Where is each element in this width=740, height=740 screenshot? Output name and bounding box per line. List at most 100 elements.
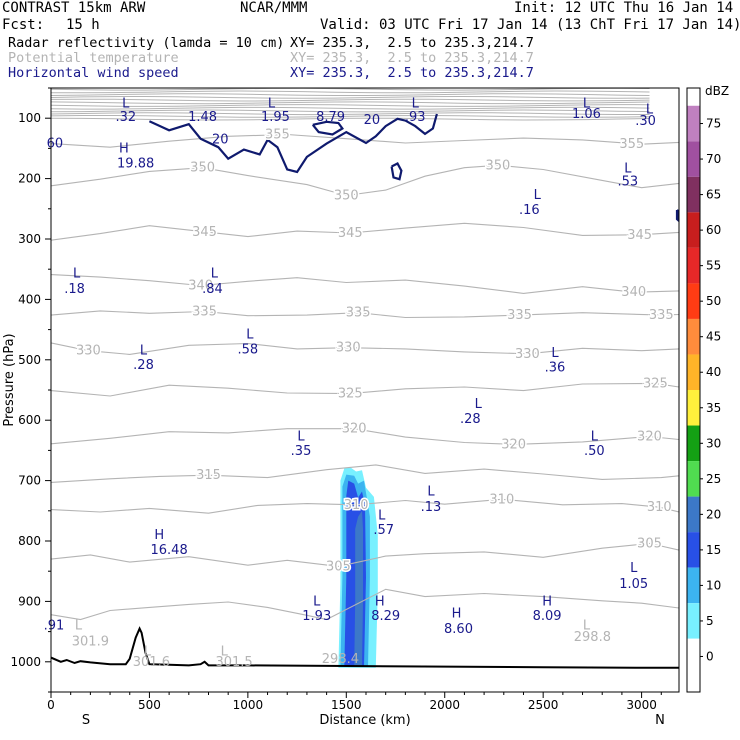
y-tick-label: 1000 (10, 655, 41, 669)
wind-extremum-label: .32 (115, 110, 136, 125)
colorbar-label: 5 (706, 614, 714, 628)
wind-edge-label: 60 (47, 137, 64, 152)
theta-contour-upper (51, 101, 650, 105)
wind-extremum-label: 1.05 (619, 577, 648, 592)
theta-label: 325 (338, 387, 363, 402)
theta-label: 305 (637, 536, 662, 551)
theta-label: 355 (265, 128, 290, 143)
theta-contour-345 (51, 222, 679, 241)
theta-contour-upper (51, 95, 650, 99)
theta-contour-upper (51, 109, 650, 113)
colorbar-label: 50 (706, 294, 721, 308)
wind-extremum-label: 19.88 (117, 157, 154, 172)
wind-contour-20 (675, 209, 679, 223)
theta-contour-355 (51, 133, 679, 148)
theta-extremum-label: 301.6 (133, 655, 170, 670)
reflectivity-area-20dbz (354, 510, 363, 667)
wind-extremum-label: H (542, 594, 552, 609)
wind-extremum-label: L (378, 509, 386, 524)
organization-label: NCAR/MMM (240, 0, 308, 16)
wind-extremum-label: L (630, 561, 638, 576)
theta-contour-upper (51, 104, 650, 107)
x-tick-label: 500 (138, 698, 161, 712)
wind-contour-20 (148, 113, 438, 174)
colorbar-swatch (687, 105, 700, 142)
theta-extremum-label: L (583, 619, 591, 634)
theta-label: 330 (76, 344, 101, 359)
colorbar-label: 35 (706, 401, 721, 415)
wind-extremum-label: H (154, 528, 164, 543)
y-tick-label: 800 (18, 534, 41, 548)
theta-label: 345 (627, 228, 652, 243)
wind-extremum-label: .50 (584, 444, 605, 459)
colorbar-swatch (687, 141, 700, 177)
wind-extremum-label: .53 (617, 175, 638, 190)
theta-label: 330 (515, 347, 540, 362)
theta-extremum-label: L (144, 645, 152, 660)
wind-extremum-label: L (591, 430, 599, 445)
wind-extremum-label: L (122, 97, 130, 112)
wind-extremum-label: .35 (291, 444, 312, 459)
wind-extremum-label: H (375, 594, 385, 609)
wind-extremum-label: .13 (421, 500, 442, 515)
colorbar-swatch (687, 212, 700, 248)
theta-contour-305 (51, 542, 679, 567)
theta-contour-303 (51, 588, 679, 621)
colorbar-swatch (687, 318, 700, 355)
theta-label: 335 (649, 308, 674, 323)
wind-extremum-label: L (268, 97, 276, 112)
theta-label: 345 (338, 226, 363, 241)
wind-extremum-label: 1.95 (261, 110, 290, 125)
theta-label: 320 (501, 437, 526, 452)
wind-extremum-label: .84 (202, 282, 223, 297)
y-tick-label: 100 (18, 111, 41, 125)
theta-extremum-label: L (75, 619, 83, 634)
wind-extremum-label: 8.60 (444, 622, 473, 637)
colorbar-label: 30 (706, 436, 721, 450)
valid-time: Valid: 03 UTC Fri 17 Jan 14 (13 ChT Fri … (320, 17, 740, 33)
forecast-hour: 15 h (66, 17, 100, 33)
x-tick-label: 0 (47, 698, 55, 712)
wind-extremum-label: H (119, 141, 129, 156)
colorbar-swatch (687, 425, 700, 462)
wind-extremum-label: L (297, 430, 305, 445)
theta-label: 335 (507, 308, 532, 323)
theta-label: 310 (647, 500, 672, 515)
theta-extremum-label: 301.9 (72, 634, 109, 649)
field-name-wind: Horizontal wind speed (8, 65, 179, 81)
y-tick-label: 400 (18, 292, 41, 306)
colorbar-swatch (687, 176, 700, 213)
theta-extremum-label: 298.4 (322, 652, 359, 667)
theta-extremum-label: L (221, 645, 229, 660)
plot-area (51, 88, 679, 669)
wind-extremum-label: .28 (460, 412, 481, 427)
colorbar-frame (686, 87, 701, 693)
theta-contour-upper (51, 112, 650, 116)
wind-extremum-label: .57 (373, 523, 394, 538)
edge-label: .91 (44, 619, 65, 634)
x-axis-title: Distance (km) (319, 713, 410, 728)
theta-label: 340 (621, 285, 646, 300)
wind-extremum-label: .93 (405, 110, 426, 125)
wind-extremum-label: .36 (545, 361, 566, 376)
theta-contour-350 (51, 164, 679, 197)
colorbar-swatch (687, 390, 700, 426)
wind-extremum-label: L (211, 266, 219, 281)
colorbar-swatch (687, 461, 700, 497)
colorbar-label: 45 (706, 330, 721, 344)
wind-extremum-label: L (313, 594, 321, 609)
colorbar-label: 0 (706, 649, 714, 663)
colorbar-swatch (687, 567, 700, 604)
wind-extremum-label: L (624, 161, 632, 176)
theta-label: 305 (326, 559, 351, 574)
theta-contour-340 (51, 274, 679, 294)
wind-contour-20 (311, 120, 344, 136)
y-tick-label: 500 (18, 353, 41, 367)
colorbar-swatch (687, 247, 700, 284)
colorbar-label: 60 (706, 223, 721, 237)
wind-extremum-label: L (646, 103, 654, 118)
wind-extremum-label: L (583, 97, 591, 112)
theta-contour-310 (51, 498, 679, 514)
theta-contour-upper (51, 98, 650, 102)
